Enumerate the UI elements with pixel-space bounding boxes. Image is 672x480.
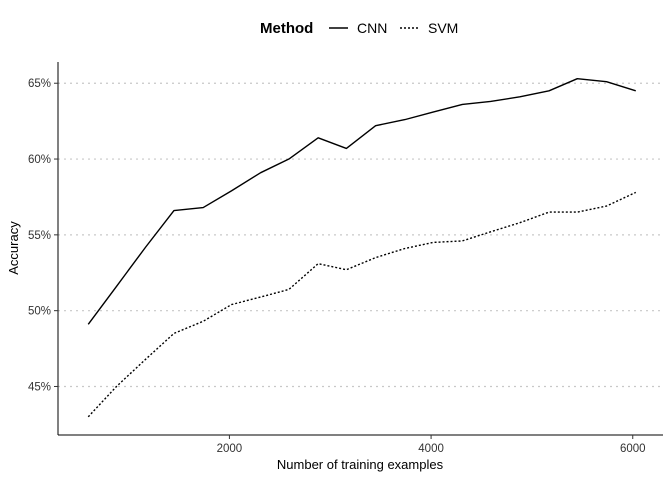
y-axis-ticks: 45% 50% 55% 60% 65% xyxy=(28,78,58,393)
x-tick-label-0: 2000 xyxy=(217,443,243,455)
x-axis-ticks: 2000 4000 6000 xyxy=(217,435,646,455)
y-tick-label-0: 45% xyxy=(28,381,51,393)
legend-label-cnn: CNN xyxy=(357,20,387,36)
legend: Method CNN SVM xyxy=(260,20,458,37)
series-lines xyxy=(87,77,637,418)
x-tick-label-2: 6000 xyxy=(620,443,646,455)
y-tick-label-3: 60% xyxy=(28,154,51,166)
series-line-svm xyxy=(87,191,637,418)
x-tick-label-1: 4000 xyxy=(418,443,444,455)
series-line-cnn xyxy=(87,77,636,325)
legend-title: Method xyxy=(260,20,313,37)
y-tick-label-1: 50% xyxy=(28,306,51,318)
y-tick-label-2: 55% xyxy=(28,230,51,242)
legend-label-svm: SVM xyxy=(428,20,458,36)
y-axis-title: Accuracy xyxy=(6,221,21,275)
y-tick-label-4: 65% xyxy=(28,78,51,90)
x-axis-title: Number of training examples xyxy=(277,457,444,472)
gridlines xyxy=(58,82,663,388)
